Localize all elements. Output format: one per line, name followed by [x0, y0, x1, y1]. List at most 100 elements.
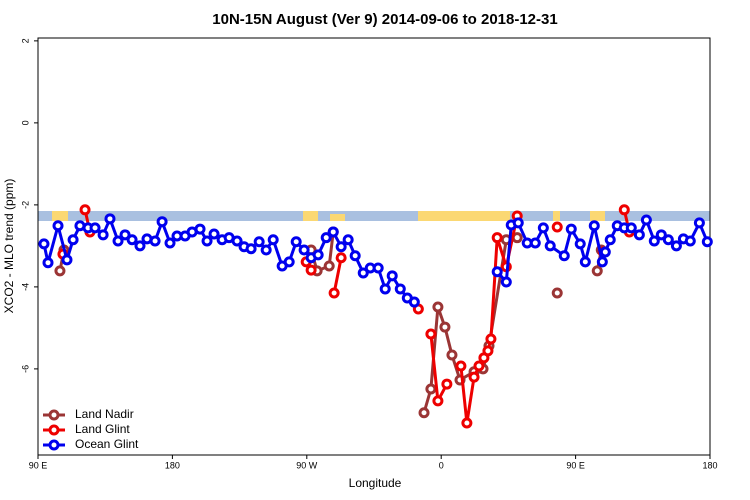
x-tick-label: 90 W	[296, 460, 318, 470]
coverage-land	[52, 211, 605, 221]
point	[164, 237, 176, 249]
y-axis-label: XCO2 - MLO trend (ppm)	[2, 179, 16, 314]
point	[79, 204, 91, 216]
point	[42, 257, 54, 269]
point	[327, 226, 339, 238]
point	[253, 236, 265, 248]
point	[565, 223, 577, 235]
point	[418, 407, 430, 419]
point	[455, 360, 467, 372]
point	[670, 240, 682, 252]
point	[625, 222, 637, 234]
point	[305, 264, 317, 276]
point	[588, 220, 600, 232]
point	[156, 216, 168, 228]
point	[439, 321, 451, 333]
point	[655, 229, 667, 241]
y-tick-label: -4	[20, 283, 30, 291]
x-tick-label: 0	[439, 460, 444, 470]
point	[432, 301, 444, 313]
legend-label: Land Glint	[75, 422, 130, 436]
point	[425, 383, 437, 395]
point	[512, 217, 524, 229]
point	[701, 236, 713, 248]
point	[604, 234, 616, 246]
point	[446, 349, 458, 361]
point	[579, 256, 591, 268]
y-tick-label: -2	[20, 201, 30, 209]
point	[544, 240, 556, 252]
point	[194, 223, 206, 235]
point	[61, 254, 73, 266]
point	[260, 244, 272, 256]
legend-label: Ocean Glint	[75, 437, 139, 451]
point	[335, 241, 347, 253]
point	[231, 235, 243, 247]
point	[461, 417, 473, 429]
point	[529, 237, 541, 249]
point	[591, 265, 603, 277]
point	[618, 204, 630, 216]
point	[342, 234, 354, 246]
point	[491, 232, 503, 244]
point	[491, 266, 503, 278]
point	[208, 228, 220, 240]
point	[537, 222, 549, 234]
chart-title: 10N-15N August (Ver 9) 2014-09-06 to 201…	[212, 11, 557, 28]
point	[67, 234, 79, 246]
point	[551, 287, 563, 299]
point	[320, 232, 332, 244]
point	[500, 276, 512, 288]
point	[482, 345, 494, 357]
point	[104, 213, 116, 225]
point	[441, 378, 453, 390]
coverage-band	[38, 211, 710, 221]
point	[52, 220, 64, 232]
x-tick-label: 180	[702, 460, 717, 470]
y-tick-label: -6	[20, 365, 30, 373]
point	[558, 250, 570, 262]
point	[596, 256, 608, 268]
x-tick-label: 180	[165, 460, 180, 470]
point	[298, 244, 310, 256]
point	[201, 235, 213, 247]
point	[379, 283, 391, 295]
point	[599, 246, 611, 258]
point	[97, 229, 109, 241]
point	[149, 235, 161, 247]
point	[89, 222, 101, 234]
point	[485, 333, 497, 345]
point	[372, 262, 384, 274]
y-tick-label: 0	[20, 120, 30, 125]
point	[425, 328, 437, 340]
point	[290, 236, 302, 248]
x-axis-label: Longitude	[349, 476, 402, 490]
point	[574, 238, 586, 250]
point	[283, 256, 295, 268]
point	[335, 252, 347, 264]
y-tick-label: 2	[20, 38, 30, 43]
point	[693, 217, 705, 229]
point	[640, 214, 652, 226]
point	[633, 229, 645, 241]
legend-marker	[48, 409, 60, 421]
point	[267, 234, 279, 246]
point	[386, 270, 398, 282]
legend-label: Land Nadir	[75, 407, 134, 421]
point	[312, 249, 324, 261]
point	[54, 265, 66, 277]
point	[245, 243, 257, 255]
point	[394, 283, 406, 295]
point	[323, 260, 335, 272]
point	[432, 395, 444, 407]
point	[119, 229, 131, 241]
x-tick-label: 90 E	[29, 460, 48, 470]
point	[551, 221, 563, 233]
point	[134, 240, 146, 252]
point	[328, 287, 340, 299]
point	[648, 235, 660, 247]
point	[126, 234, 138, 246]
x-tick-label: 90 E	[566, 460, 585, 470]
point	[38, 238, 50, 250]
